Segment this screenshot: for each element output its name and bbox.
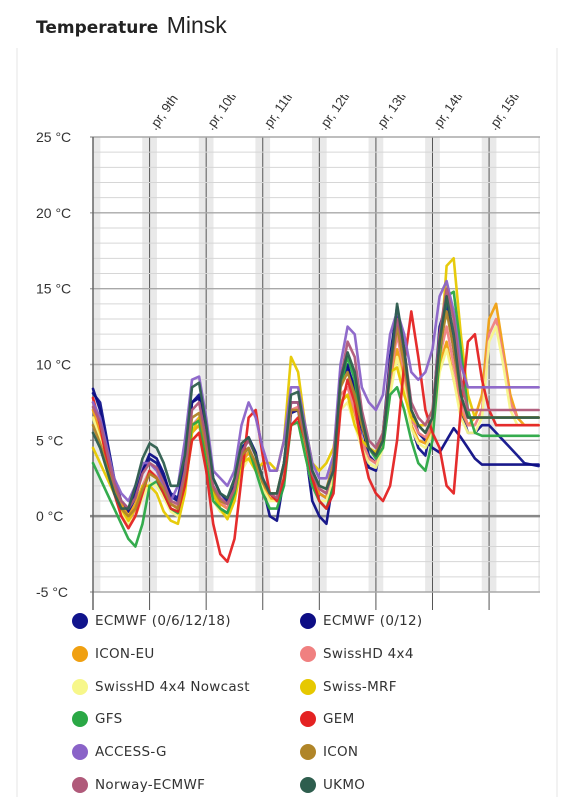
series-lines xyxy=(91,257,540,564)
legend-label: Swiss-MRF xyxy=(323,678,397,695)
legend-item[interactable]: ICON-EU xyxy=(72,643,155,665)
legend-item[interactable]: ICON xyxy=(300,741,358,763)
legend-swatch xyxy=(72,711,88,728)
legend-item[interactable]: ACCESS-G xyxy=(72,741,167,763)
legend-swatch xyxy=(300,711,316,728)
legend-label: SwissHD 4x4 Nowcast xyxy=(95,678,250,695)
legend-swatch xyxy=(300,645,316,662)
y-tick-label: 0 °C xyxy=(36,508,63,524)
legend-item[interactable]: UKMO xyxy=(300,774,365,796)
legend-label: ECMWF (0/12) xyxy=(323,613,423,629)
y-tick-label: 5 °C xyxy=(36,432,63,448)
y-tick-label: 15 °C xyxy=(36,281,71,297)
legend-label: ICON xyxy=(323,744,359,761)
x-tick-label: .pr, 12th xyxy=(315,95,354,133)
legend-label: ECMWF (0/6/12/18) xyxy=(95,613,231,629)
x-tick-label: .pr, 11th xyxy=(259,95,298,133)
legend-item[interactable]: GEM xyxy=(300,708,355,730)
legend-item[interactable]: Swiss-MRF xyxy=(300,676,397,698)
legend-label: GFS xyxy=(95,711,123,728)
card-edge-left xyxy=(16,48,18,797)
series-line-ukmo xyxy=(91,295,540,510)
legend-item[interactable]: GFS xyxy=(72,708,122,730)
x-tick-label: .pr, 9th xyxy=(146,95,181,133)
legend-item[interactable]: ECMWF (0/6/12/18) xyxy=(72,610,231,632)
legend-item[interactable]: SwissHD 4x4 Nowcast xyxy=(72,676,250,698)
x-tick-label: .pr, 13th xyxy=(372,95,411,133)
series-line-ecmwf-0-12 xyxy=(91,305,540,526)
legend-label: ICON-EU xyxy=(95,645,155,662)
legend-label: SwissHD 4x4 xyxy=(323,645,414,662)
y-tick-label: -5 °C xyxy=(36,584,68,600)
legend-swatch xyxy=(72,744,88,761)
legend-swatch xyxy=(300,744,316,761)
x-tick-label: .pr, 10th xyxy=(202,95,241,133)
legend-swatch xyxy=(72,613,88,629)
grid-lines xyxy=(90,136,540,610)
legend-item[interactable]: SwissHD 4x4 xyxy=(300,643,414,665)
legend-item[interactable]: Norway-ECMWF xyxy=(72,774,205,796)
legend-swatch xyxy=(72,678,88,695)
x-tick-label: .pr, 15th xyxy=(485,95,524,133)
legend-swatch xyxy=(72,645,88,662)
y-tick-label: 20 °C xyxy=(36,205,71,221)
day-bands xyxy=(93,137,540,610)
legend-label: Norway-ECMWF xyxy=(95,777,206,793)
y-axis-labels: -5 °C 0 °C 5 °C 10 °C 15 °C 20 °C 25 °C xyxy=(36,129,71,600)
y-tick-label: 10 °C xyxy=(36,357,71,373)
legend-label: ACCESS-G xyxy=(95,744,167,761)
legend-swatch xyxy=(300,678,316,695)
legend-swatch xyxy=(72,777,88,793)
legend-label: GEM xyxy=(323,711,355,728)
x-tick-label: .pr, 14th xyxy=(429,95,468,133)
city-name: Minsk xyxy=(166,12,227,38)
legend-swatch xyxy=(300,613,316,629)
chart-title: Temperature xyxy=(36,18,159,38)
chart-header: Temperature Minsk xyxy=(36,12,227,39)
legend-swatch xyxy=(300,777,316,793)
legend-label: UKMO xyxy=(323,777,366,793)
x-axis-labels: .pr, 9th .pr, 10th .pr, 11th .pr, 12th .pr, … xyxy=(146,95,525,133)
legend-item[interactable]: ECMWF (0/12) xyxy=(300,610,422,632)
y-tick-label: 25 °C xyxy=(36,129,71,145)
temperature-chart: -5 °C 0 °C 5 °C 10 °C 15 °C 20 °C 25 °C .pr, 9… xyxy=(36,95,540,610)
card-edge-right xyxy=(556,48,558,797)
